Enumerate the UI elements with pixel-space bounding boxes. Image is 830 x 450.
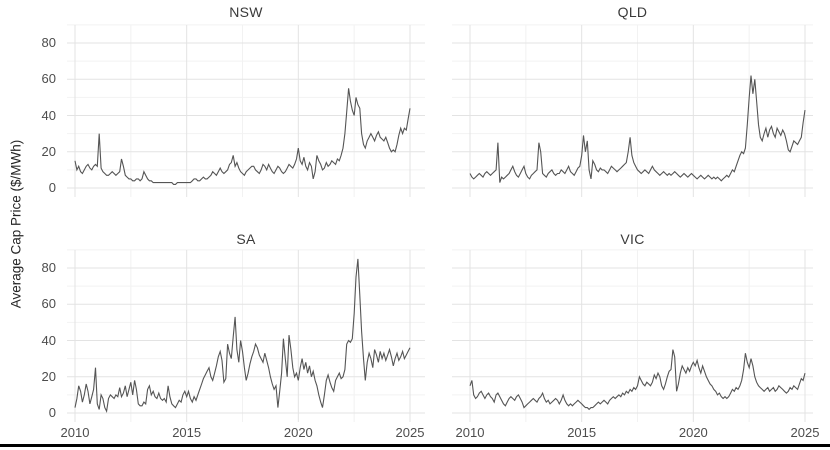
- x-tick-label: 2010: [60, 425, 90, 440]
- y-tick-label: 20: [41, 368, 56, 384]
- x-tick-label: 2025: [395, 425, 425, 440]
- series-line-nsw: [74, 88, 411, 185]
- y-tick-label: 60: [41, 71, 56, 87]
- y-tick-label: 60: [41, 296, 56, 312]
- x-tick-label: 2020: [283, 425, 313, 440]
- series-line-sa: [74, 258, 411, 414]
- y-tick-label: 40: [41, 107, 56, 123]
- series-line-vic: [469, 349, 806, 411]
- facet-title-nsw: NSW: [229, 4, 263, 20]
- y-tick-label: 80: [41, 260, 56, 275]
- x-tick-label: 2025: [790, 425, 820, 440]
- series-line-qld: [469, 75, 806, 183]
- y-tick-label: 20: [41, 143, 56, 159]
- x-tick-label: 2015: [172, 425, 202, 440]
- x-tick-label: 2020: [678, 425, 708, 440]
- y-tick-label: 0: [48, 405, 56, 420]
- y-tick-label: 40: [41, 332, 56, 348]
- x-tick-label: 2015: [567, 425, 597, 440]
- bottom-divider: [0, 444, 830, 447]
- x-tick-label: 2010: [455, 425, 485, 440]
- y-tick-label: 0: [48, 180, 56, 195]
- facet-title-vic: VIC: [620, 231, 645, 247]
- y-tick-label: 80: [41, 35, 56, 50]
- facet-title-qld: QLD: [617, 4, 648, 20]
- facet-title-sa: SA: [236, 231, 256, 247]
